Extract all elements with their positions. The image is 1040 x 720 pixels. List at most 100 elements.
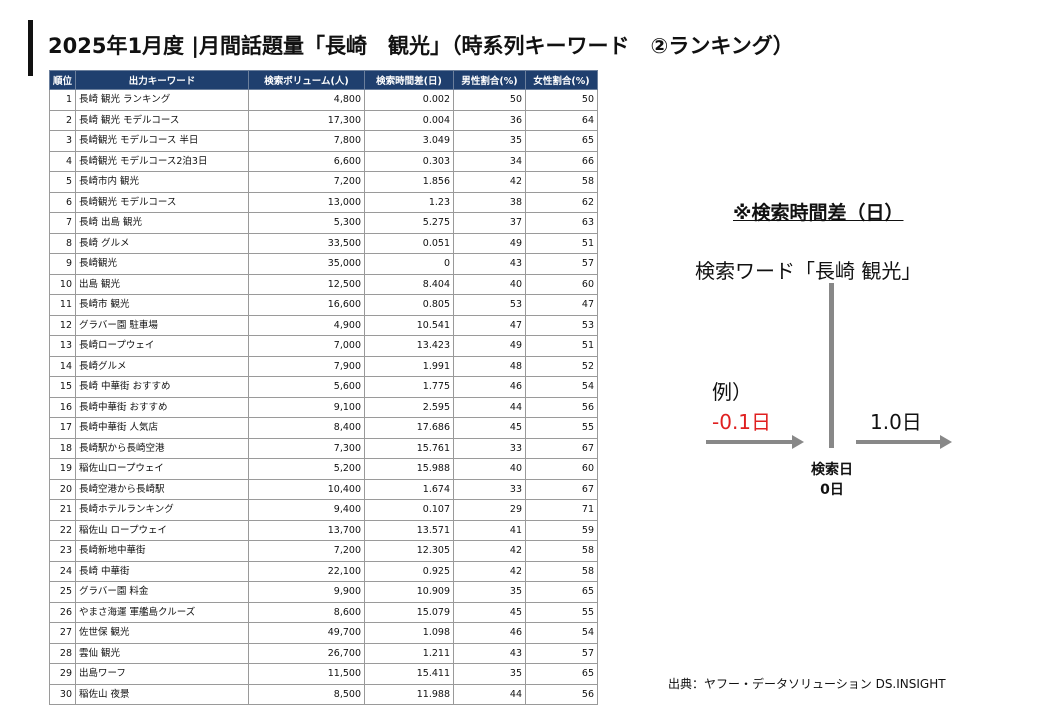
table-row: 29 出島ワーフ 11,500 15.411 35 65: [49, 663, 598, 685]
volume-cell: 22,100: [248, 560, 365, 582]
time-diff-cell: 13.571: [364, 519, 454, 541]
male-ratio-cell: 48: [453, 355, 526, 377]
keyword-cell: 出島 観光: [75, 273, 249, 295]
negative-diff-value: -0.1日: [712, 410, 772, 434]
rank-cell: 1: [49, 89, 76, 111]
volume-cell: 17,300: [248, 109, 365, 131]
table-row: 16 長崎中華街 おすすめ 9,100 2.595 44 56: [49, 396, 598, 418]
table-row: 12 グラバー園 駐車場 4,900 10.541 47 53: [49, 314, 598, 336]
female-ratio-cell: 65: [525, 130, 598, 152]
female-ratio-cell: 71: [525, 499, 598, 521]
rank-cell: 27: [49, 622, 76, 644]
volume-cell: 9,400: [248, 499, 365, 521]
table-row: 1 長崎 観光 ランキング 4,800 0.002 50 50: [49, 89, 598, 111]
keyword-cell: 長崎空港から長崎駅: [75, 478, 249, 500]
female-ratio-cell: 50: [525, 89, 598, 111]
volume-cell: 9,900: [248, 581, 365, 603]
keyword-cell: 長崎中華街 おすすめ: [75, 396, 249, 418]
keyword-cell: 長崎中華街 人気店: [75, 417, 249, 439]
right-arrow-icon: [856, 435, 952, 449]
volume-cell: 5,300: [248, 212, 365, 234]
keyword-cell: 長崎新地中華街: [75, 540, 249, 562]
rank-cell: 15: [49, 376, 76, 398]
table-row: 2 長崎 観光 モデルコース 17,300 0.004 36 64: [49, 109, 598, 131]
table-row: 30 稲佐山 夜景 8,500 11.988 44 56: [49, 683, 598, 705]
female-ratio-cell: 54: [525, 622, 598, 644]
time-diff-cell: 1.098: [364, 622, 454, 644]
keyword-cell: 稲佐山 ロープウェイ: [75, 519, 249, 541]
rank-cell: 20: [49, 478, 76, 500]
keyword-cell: 長崎市内 観光: [75, 171, 249, 193]
keyword-cell: 長崎グルメ: [75, 355, 249, 377]
rank-cell: 22: [49, 519, 76, 541]
keyword-cell: 長崎市 観光: [75, 294, 249, 316]
keyword-cell: 長崎観光 モデルコース 半日: [75, 130, 249, 152]
male-ratio-cell: 50: [453, 89, 526, 111]
time-diff-cell: 15.411: [364, 663, 454, 685]
male-ratio-cell: 33: [453, 437, 526, 459]
time-diff-cell: 1.674: [364, 478, 454, 500]
time-diff-cell: 0.303: [364, 150, 454, 172]
table-row: 24 長崎 中華街 22,100 0.925 42 58: [49, 560, 598, 582]
keyword-cell: グラバー園 駐車場: [75, 314, 249, 336]
rank-cell: 2: [49, 109, 76, 131]
table-row: 14 長崎グルメ 7,900 1.991 48 52: [49, 355, 598, 377]
table-row: 10 出島 観光 12,500 8.404 40 60: [49, 273, 598, 295]
rank-cell: 23: [49, 540, 76, 562]
volume-cell: 7,200: [248, 171, 365, 193]
rank-cell: 18: [49, 437, 76, 459]
rank-cell: 7: [49, 212, 76, 234]
volume-cell: 7,900: [248, 355, 365, 377]
table-header-row: 順位 出力キーワード 検索ボリューム(人) 検索時間差(日) 男性割合(%) 女…: [49, 70, 598, 90]
volume-cell: 4,800: [248, 89, 365, 111]
keyword-cell: 稲佐山ロープウェイ: [75, 458, 249, 480]
table-row: 13 長崎ロープウェイ 7,000 13.423 49 51: [49, 335, 598, 357]
time-diff-cell: 1.856: [364, 171, 454, 193]
female-ratio-cell: 55: [525, 601, 598, 623]
volume-cell: 12,500: [248, 273, 365, 295]
keyword-cell: 長崎駅から長崎空港: [75, 437, 249, 459]
male-ratio-cell: 42: [453, 540, 526, 562]
female-ratio-cell: 58: [525, 540, 598, 562]
time-diff-cell: 0.002: [364, 89, 454, 111]
source-credit: 出典：ヤフー・データソリューション DS.INSIGHT: [668, 677, 946, 691]
volume-cell: 49,700: [248, 622, 365, 644]
male-ratio-cell: 41: [453, 519, 526, 541]
search-day-text: 検索日: [811, 462, 853, 478]
volume-cell: 8,600: [248, 601, 365, 623]
volume-cell: 8,400: [248, 417, 365, 439]
table-row: 17 長崎中華街 人気店 8,400 17.686 45 55: [49, 417, 598, 439]
table-row: 21 長崎ホテルランキング 9,400 0.107 29 71: [49, 499, 598, 521]
rank-cell: 21: [49, 499, 76, 521]
volume-cell: 11,500: [248, 663, 365, 685]
male-ratio-cell: 42: [453, 171, 526, 193]
table-row: 23 長崎新地中華街 7,200 12.305 42 58: [49, 540, 598, 562]
female-ratio-cell: 55: [525, 417, 598, 439]
table-row: 15 長崎 中華街 おすすめ 5,600 1.775 46 54: [49, 376, 598, 398]
left-arrow-icon: [706, 435, 804, 449]
header-search-volume: 検索ボリューム(人): [248, 70, 365, 90]
female-ratio-cell: 53: [525, 314, 598, 336]
male-ratio-cell: 46: [453, 376, 526, 398]
example-label: 例）: [712, 380, 752, 404]
keyword-cell: 長崎観光: [75, 253, 249, 275]
table-row: 6 長崎観光 モデルコース 13,000 1.23 38 62: [49, 191, 598, 213]
time-diff-cell: 0.051: [364, 232, 454, 254]
male-ratio-cell: 49: [453, 232, 526, 254]
header-male-ratio: 男性割合(%): [453, 70, 526, 90]
table-row: 20 長崎空港から長崎駅 10,400 1.674 33 67: [49, 478, 598, 500]
female-ratio-cell: 65: [525, 581, 598, 603]
table-body: 1 長崎 観光 ランキング 4,800 0.002 50 50 2 長崎 観光 モデルコース 1…: [49, 89, 598, 705]
rank-cell: 5: [49, 171, 76, 193]
keyword-cell: 出島ワーフ: [75, 663, 249, 685]
female-ratio-cell: 54: [525, 376, 598, 398]
table-row: 18 長崎駅から長崎空港 7,300 15.761 33 67: [49, 437, 598, 459]
keyword-cell: 佐世保 観光: [75, 622, 249, 644]
keyword-cell: 雲仙 観光: [75, 642, 249, 664]
male-ratio-cell: 53: [453, 294, 526, 316]
rank-cell: 11: [49, 294, 76, 316]
time-diff-cell: 12.305: [364, 540, 454, 562]
keyword-cell: 長崎ロープウェイ: [75, 335, 249, 357]
time-diff-cell: 0.004: [364, 109, 454, 131]
female-ratio-cell: 52: [525, 355, 598, 377]
